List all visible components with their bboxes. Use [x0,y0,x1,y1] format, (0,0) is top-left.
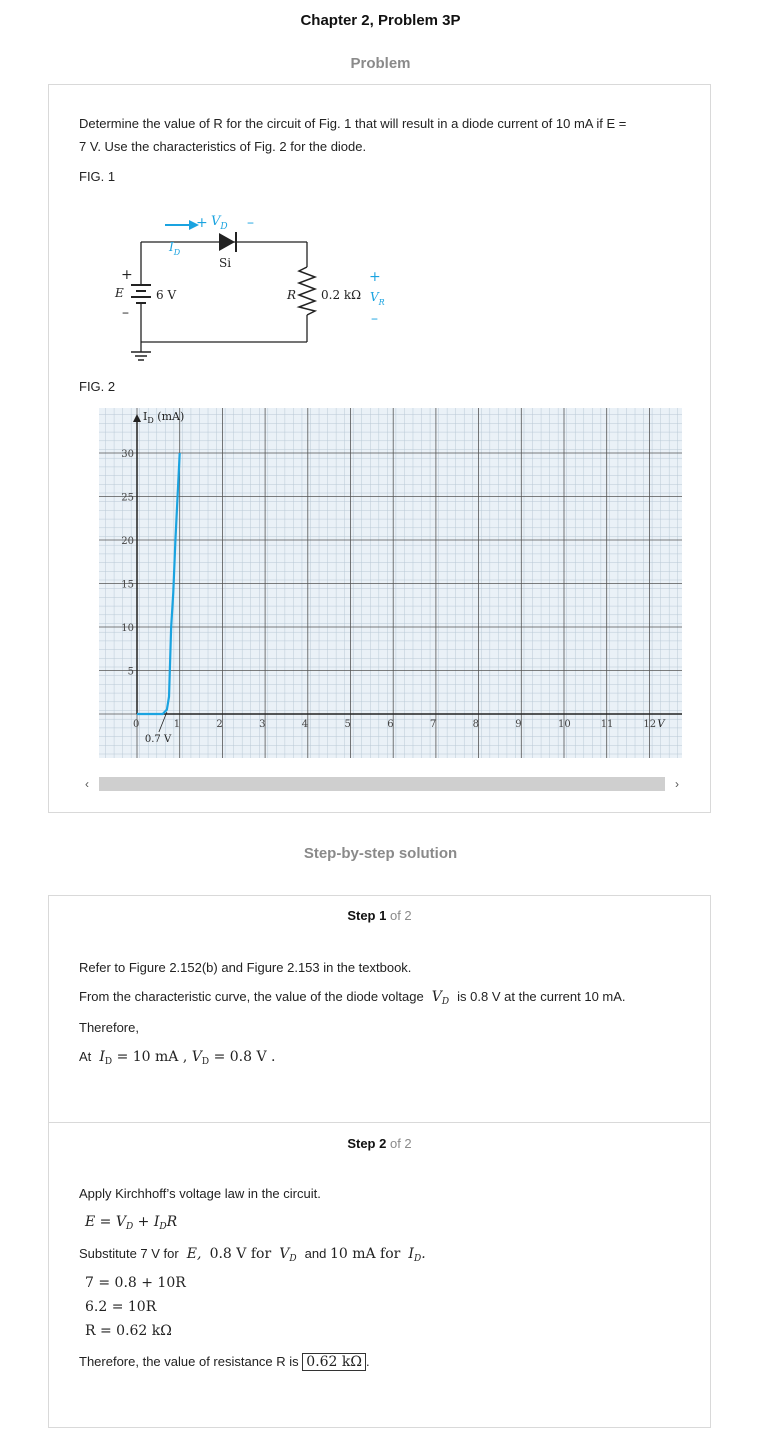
x-tick-label: 2 [216,719,222,730]
y-tick-label: 25 [121,493,134,504]
page-title: Chapter 2, Problem 3P [300,12,461,29]
x-tick-label: 7 [430,719,436,730]
circuit-diagram: + VD – Si ID + E – 6 V R 0.2 kΩ + VR – [114,214,385,361]
diode-type-label: Si [219,256,231,270]
diode-curve [137,452,181,716]
problem-card: Determine the value of R for the circuit… [48,84,711,813]
step1-line2-b: is 0.8 V at the current 10 mA. [457,989,626,1004]
kvl-part1: E = V [85,1214,126,1230]
step2-heading: Step 2 of 2 [49,1136,710,1151]
calc-line1: 7 = 0.8 + 10R [85,1275,186,1291]
step1-line2-a: From the characteristic curve, the value… [79,989,424,1004]
step2-line1: Apply Kirchhoff’s voltage law in the cir… [79,1186,321,1201]
problem-text-line1: Determine the value of R for the circuit… [79,116,627,131]
x-tick-label: 8 [473,719,479,730]
source-value: 6 V [156,288,176,302]
r-value: 0.2 kΩ [321,288,361,302]
vr-label: VR [370,290,385,307]
battery-symbol [131,284,151,304]
y-tick-label: 10 [121,623,134,634]
id-label: ID [168,240,181,257]
step2-substitute-line: Substitute 7 V for E, 0.8 V for VD and 1… [79,1242,426,1271]
sub-a: Substitute 7 V for [79,1246,179,1261]
x-tick-label: 10 [558,719,571,730]
y-axis-arrow-icon [133,414,141,422]
r-label: R [286,288,296,302]
scroll-right-icon[interactable]: › [675,777,679,791]
e-minus: – [122,305,129,321]
kvl-part2: + I [137,1214,160,1230]
solution-section-label: Step-by-step solution [303,845,458,862]
current-arrow-icon [165,220,199,230]
y-tick-label: 5 [128,667,134,678]
problem-section-label: Problem [350,55,411,72]
sub-b: 0.8 V for [209,1246,272,1262]
vr-minus: – [371,311,378,327]
sub-e: E, [182,1246,206,1262]
vd-symbol: VD [427,989,450,1007]
conclusion-text: Therefore, the value of resistance R is [79,1354,299,1369]
conclusion-line: Therefore, the value of resistance R is … [79,1353,370,1371]
fig2-label: FIG. 2 [79,379,116,394]
x-axis-label: V [657,719,666,730]
x-tick-label: 3 [259,719,265,730]
sub-c: and [304,1246,327,1261]
x-tick-label: 1 [174,719,180,730]
x-tick-label: 11 [601,719,614,730]
calc-line3: R = 0.62 kΩ [85,1323,172,1339]
sub-d: 10 mA for [329,1246,401,1262]
e-label: E [114,286,124,300]
y-axis-label: ID (mA) [143,410,184,425]
vd-minus: – [247,215,254,231]
sub-id: ID. [403,1246,426,1264]
x-tick-label: 5 [345,719,351,730]
solution-card: Step 1 of 2 Refer to Figure 2.152(b) and… [48,895,711,1428]
step1-line3: Therefore, [79,1020,139,1035]
answer-box: 0.62 kΩ [302,1353,367,1371]
vr-plus: + [369,269,381,285]
sub-vd: VD [274,1246,297,1264]
step2-count: of 2 [389,1136,412,1151]
step1-title: Step 1 [347,908,387,923]
step1-equation: ID = 10 mA , VD = 0.8 V . [99,1049,276,1067]
y-tick-label: 15 [121,580,134,591]
step1-heading: Step 1 of 2 [49,908,710,923]
step1-at: At [79,1049,92,1064]
diode-symbol [219,232,237,252]
step2-title: Step 2 [347,1136,387,1151]
y-tick-label: 30 [121,449,134,460]
e-plus: + [121,267,133,283]
step1-line1: Refer to Figure 2.152(b) and Figure 2.15… [79,960,412,975]
vd-label: VD [211,214,228,232]
x-tick-label: 4 [302,719,308,730]
kvl-equation: E = VD + IDR [85,1214,178,1232]
calc-line2: 6.2 = 10R [85,1299,157,1315]
step1-line2: From the characteristic curve, the value… [79,985,699,1014]
kvl-part3: R [166,1214,178,1230]
y-tick-label: 20 [121,536,134,547]
problem-text-line2: 7 V. Use the characteristics of Fig. 2 f… [79,139,367,154]
vd-plus: + [196,215,208,231]
step1-line4: At ID = 10 mA , VD = 0.8 V . [79,1045,275,1074]
resistor-symbol [296,266,318,316]
fig1-label: FIG. 1 [79,169,116,184]
x-tick-label: 9 [515,719,521,730]
ground-symbol [131,342,151,361]
x-tick-label: 0 [133,719,139,730]
annotation-label: 0.7 V [145,734,172,745]
horizontal-scrollbar[interactable]: ‹ › [79,775,684,791]
scroll-thumb[interactable] [99,777,665,791]
step-divider [49,1122,710,1123]
eq-vd-value: = 0.8 V . [213,1049,276,1065]
x-tick-label: 12 [643,719,656,730]
step1-count: of 2 [389,908,412,923]
scroll-left-icon[interactable]: ‹ [85,777,89,791]
annotation-leader [158,711,168,733]
eq-id-value: = 10 mA , [116,1049,188,1065]
x-tick-label: 6 [387,719,393,730]
